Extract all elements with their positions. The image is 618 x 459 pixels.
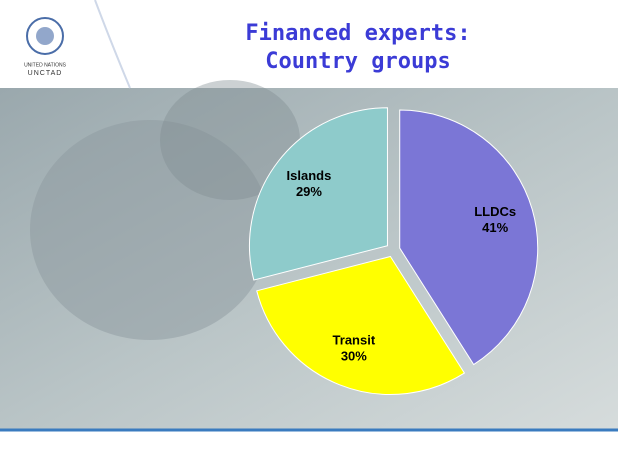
logo-text: UNITED NATIONS — [24, 62, 67, 68]
slide: UNITED NATIONS UNCTAD Financed experts: … — [0, 0, 618, 459]
slice-label: Transit — [333, 332, 376, 347]
slice-label: Islands — [287, 168, 332, 183]
slice-value-label: 41% — [482, 220, 508, 235]
slice-label: LLDCs — [474, 204, 516, 219]
logo-emblem — [36, 27, 54, 45]
logo-text: UNCTAD — [28, 70, 63, 77]
slice-value-label: 30% — [341, 348, 367, 363]
chart-title: Financed experts: — [245, 21, 470, 46]
slice-value-label: 29% — [296, 184, 322, 199]
chart-title: Country groups — [265, 49, 450, 74]
